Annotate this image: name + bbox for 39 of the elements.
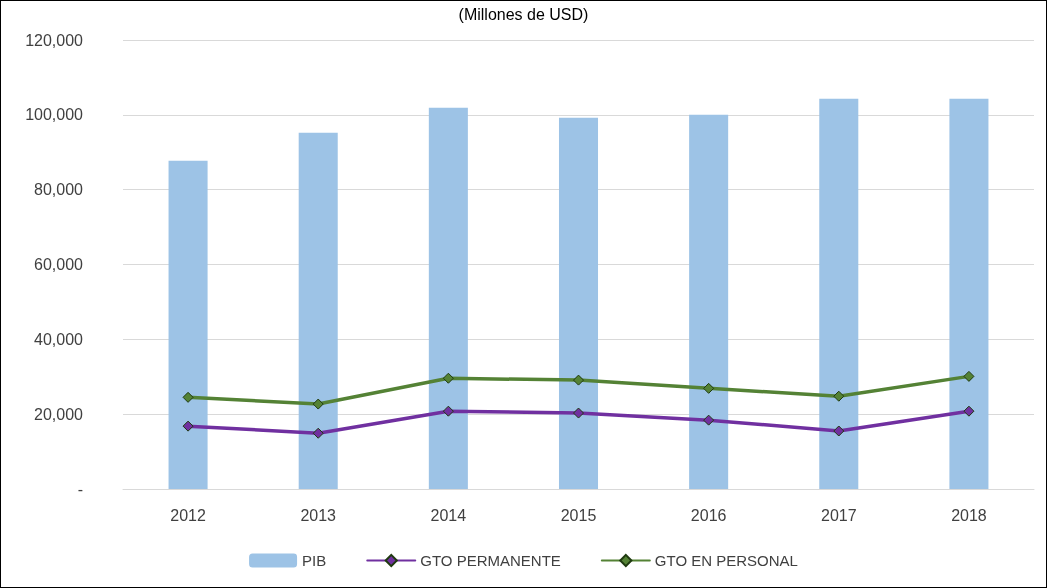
point (312, 398, 324, 410)
bar (558, 117, 599, 489)
bar (428, 107, 468, 489)
x-tick-label: 2013 (300, 506, 337, 524)
bar (949, 98, 989, 489)
point (182, 391, 194, 403)
point (963, 370, 975, 382)
y-tick-label: 60,000 (34, 256, 84, 273)
bar (298, 132, 338, 489)
point (703, 382, 715, 394)
y-tick-label: 120,000 (25, 31, 84, 49)
legend-label: PIB (302, 552, 327, 569)
bar (168, 160, 208, 489)
x-tick-label: 2017 (820, 506, 857, 524)
y-tick-label: 100,000 (25, 106, 84, 124)
x-tick-label: 2012 (170, 506, 206, 524)
point (442, 405, 454, 417)
point (833, 390, 845, 402)
chart-title: (Millones de USD) (458, 5, 589, 23)
bar (689, 114, 729, 489)
x-tick-label: 2015 (560, 506, 597, 524)
x-tick-label: 2018 (951, 506, 987, 524)
point (442, 372, 454, 384)
point (963, 405, 975, 417)
point (182, 420, 194, 432)
legend-label: GTO EN PERSONAL (654, 552, 798, 569)
point (573, 407, 584, 419)
point (573, 374, 584, 386)
x-tick-label: 2016 (690, 506, 727, 524)
point (833, 425, 845, 437)
bar (819, 98, 859, 489)
y-tick-label: - (77, 480, 83, 498)
point (312, 427, 324, 439)
y-tick-label: 40,000 (34, 330, 84, 348)
x-tick-label: 2014 (430, 506, 467, 524)
point (703, 414, 715, 426)
y-tick-label: 20,000 (34, 405, 84, 423)
legend-label: GTO PERMANENTE (420, 552, 561, 569)
y-tick-label: 80,000 (34, 181, 84, 199)
